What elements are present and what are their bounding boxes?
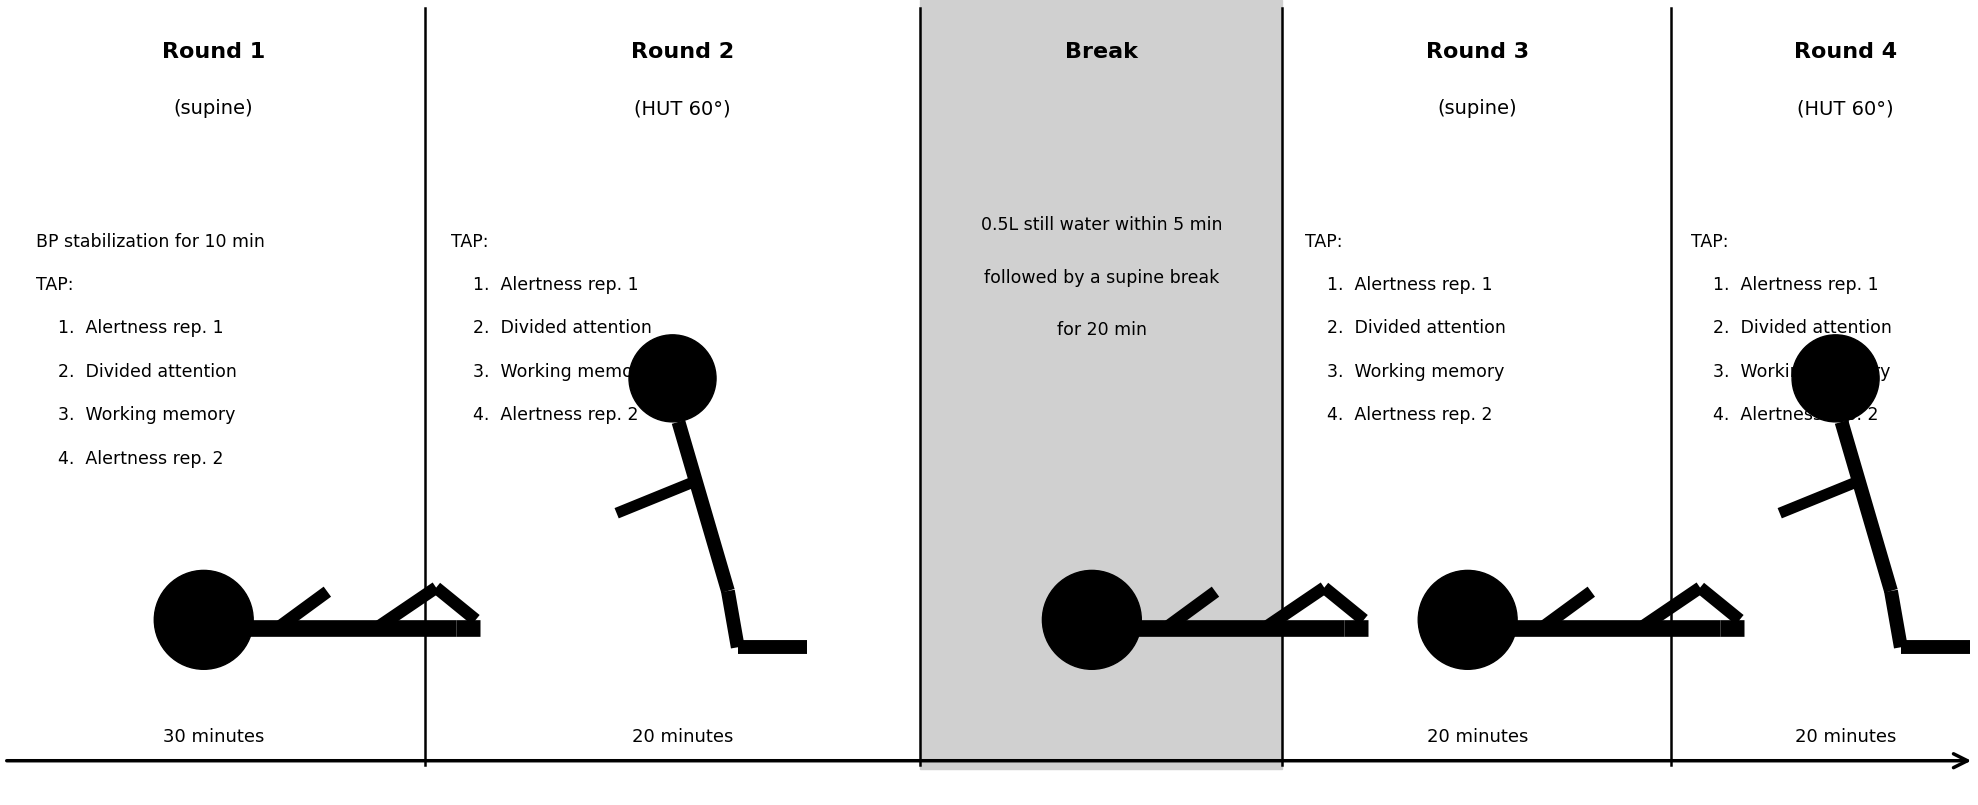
Text: 3.  Working memory: 3. Working memory: [1691, 363, 1891, 381]
Text: 2.  Divided attention: 2. Divided attention: [36, 363, 237, 381]
Text: 2.  Divided attention: 2. Divided attention: [1691, 320, 1893, 337]
Bar: [920, 0, 1282, 769]
Ellipse shape: [629, 335, 716, 422]
Text: 2.  Divided attention: 2. Divided attention: [451, 320, 653, 337]
Text: for 20 min: for 20 min: [1056, 321, 1147, 339]
Ellipse shape: [1042, 571, 1141, 669]
Text: 0.5L still water within 5 min: 0.5L still water within 5 min: [981, 217, 1222, 234]
Text: TAP:: TAP:: [1691, 233, 1729, 250]
Text: BP stabilization for 10 min: BP stabilization for 10 min: [36, 233, 265, 250]
Ellipse shape: [1792, 335, 1879, 422]
Text: Round 3: Round 3: [1426, 43, 1529, 62]
Text: 3.  Working memory: 3. Working memory: [1305, 363, 1505, 381]
Text: 4.  Alertness rep. 2: 4. Alertness rep. 2: [36, 450, 224, 468]
Text: 1.  Alertness rep. 1: 1. Alertness rep. 1: [1691, 276, 1879, 294]
Text: 4.  Alertness rep. 2: 4. Alertness rep. 2: [1691, 407, 1879, 424]
Text: Round 1: Round 1: [162, 43, 265, 62]
Text: TAP:: TAP:: [36, 276, 73, 294]
Text: Round 2: Round 2: [631, 43, 734, 62]
Text: Break: Break: [1066, 43, 1137, 62]
Text: 1.  Alertness rep. 1: 1. Alertness rep. 1: [1305, 276, 1493, 294]
Text: (HUT 60°): (HUT 60°): [1798, 99, 1893, 118]
Text: 1.  Alertness rep. 1: 1. Alertness rep. 1: [451, 276, 639, 294]
Text: 2.  Divided attention: 2. Divided attention: [1305, 320, 1507, 337]
Text: followed by a supine break: followed by a supine break: [985, 269, 1218, 287]
Text: TAP:: TAP:: [451, 233, 489, 250]
Text: TAP:: TAP:: [1305, 233, 1343, 250]
Text: 4.  Alertness rep. 2: 4. Alertness rep. 2: [451, 407, 639, 424]
Text: Round 4: Round 4: [1794, 43, 1897, 62]
Text: (HUT 60°): (HUT 60°): [635, 99, 730, 118]
Ellipse shape: [1418, 571, 1517, 669]
Text: 3.  Working memory: 3. Working memory: [36, 407, 235, 424]
Text: 20 minutes: 20 minutes: [1794, 728, 1897, 745]
Ellipse shape: [154, 571, 253, 669]
Text: (supine): (supine): [1438, 99, 1517, 118]
Text: 20 minutes: 20 minutes: [631, 728, 734, 745]
Text: 4.  Alertness rep. 2: 4. Alertness rep. 2: [1305, 407, 1493, 424]
Text: (supine): (supine): [174, 99, 253, 118]
Text: 20 minutes: 20 minutes: [1426, 728, 1529, 745]
Text: 1.  Alertness rep. 1: 1. Alertness rep. 1: [36, 320, 224, 337]
Text: 30 minutes: 30 minutes: [162, 728, 265, 745]
Text: 3.  Working memory: 3. Working memory: [451, 363, 651, 381]
